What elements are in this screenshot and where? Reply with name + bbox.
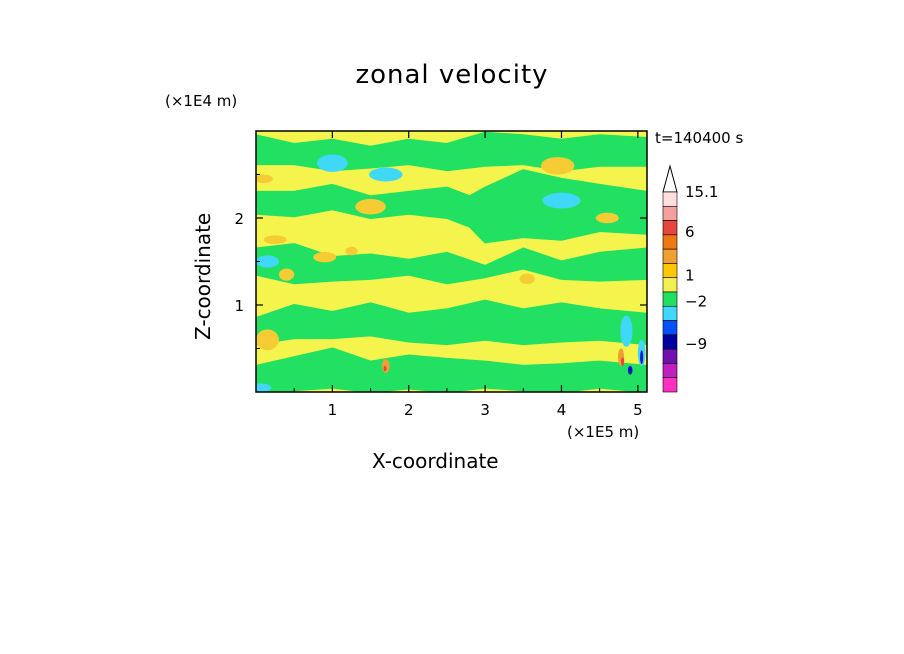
x-tick-label: 5 [633,401,643,419]
contour-patch [317,154,348,172]
x-axis-label: X-coordinate [372,449,499,473]
x-tick-label: 1 [328,401,338,419]
contour-patch [382,358,390,373]
y-tick-label: 1 [234,297,244,315]
time-label: t=140400 s [655,129,744,147]
contour-patch [278,268,295,281]
colorbar-segment [662,205,678,221]
contour-band [256,299,647,346]
y-scale-label: (×1E4 m) [165,92,238,110]
colorbar-segment [662,234,678,250]
contour-patch [519,273,535,285]
contour-patch [345,246,358,256]
x-tick-label: 4 [557,401,567,419]
x-tick-label: 2 [404,401,414,419]
colorbar: 15.1 6 1 −2 −9 [662,164,718,393]
colorbar-segment [662,377,678,393]
contour-patch [355,198,386,215]
contour-patch [256,255,279,268]
velocity-field [256,131,647,392]
colorbar-segment [662,263,678,279]
colorbar-arrow [662,164,678,193]
colorbar-segment [662,191,678,207]
colorbar-segment [662,334,678,350]
colorbar-segment [662,348,678,364]
x-scale-label: (×1E5 m) [567,423,640,441]
contour-patch [595,212,619,224]
contour-band [256,347,647,392]
contour-patch [313,251,337,263]
colorbar-label: −2 [685,292,707,310]
contour-patch [256,383,272,392]
y-tick-label: 2 [234,210,244,228]
axis-ticks: 1 2 3 4 5 1 2 [234,131,647,419]
contour-patch [620,315,633,347]
contour-band [256,243,647,285]
contour-patch [542,192,581,209]
colorbar-label: 15.1 [685,183,718,201]
colorbar-segment [662,277,678,293]
colorbar-label: 1 [685,267,695,285]
colorbar-segment [662,363,678,379]
contour-patch [256,329,279,351]
colorbar-segment [662,220,678,236]
chart-title: zonal velocity [355,60,549,90]
contour-patch [621,357,625,366]
colorbar-label: 6 [685,223,695,241]
colorbar-segment [662,305,678,321]
contour-patch [256,174,273,184]
colorbar-segment [662,291,678,307]
colorbar-segment [662,248,678,264]
contour-patch [640,350,644,365]
contour-patch [383,365,387,372]
y-axis-label: Z-coordinate [191,212,215,340]
contour-band [256,169,647,244]
contour-patch [627,365,633,375]
contour-patch [540,157,575,175]
x-tick-label: 3 [480,401,490,419]
contour-patch [369,167,403,182]
colorbar-label: −9 [685,335,707,353]
colorbar-segment [662,320,678,336]
contour-patch [263,235,287,245]
